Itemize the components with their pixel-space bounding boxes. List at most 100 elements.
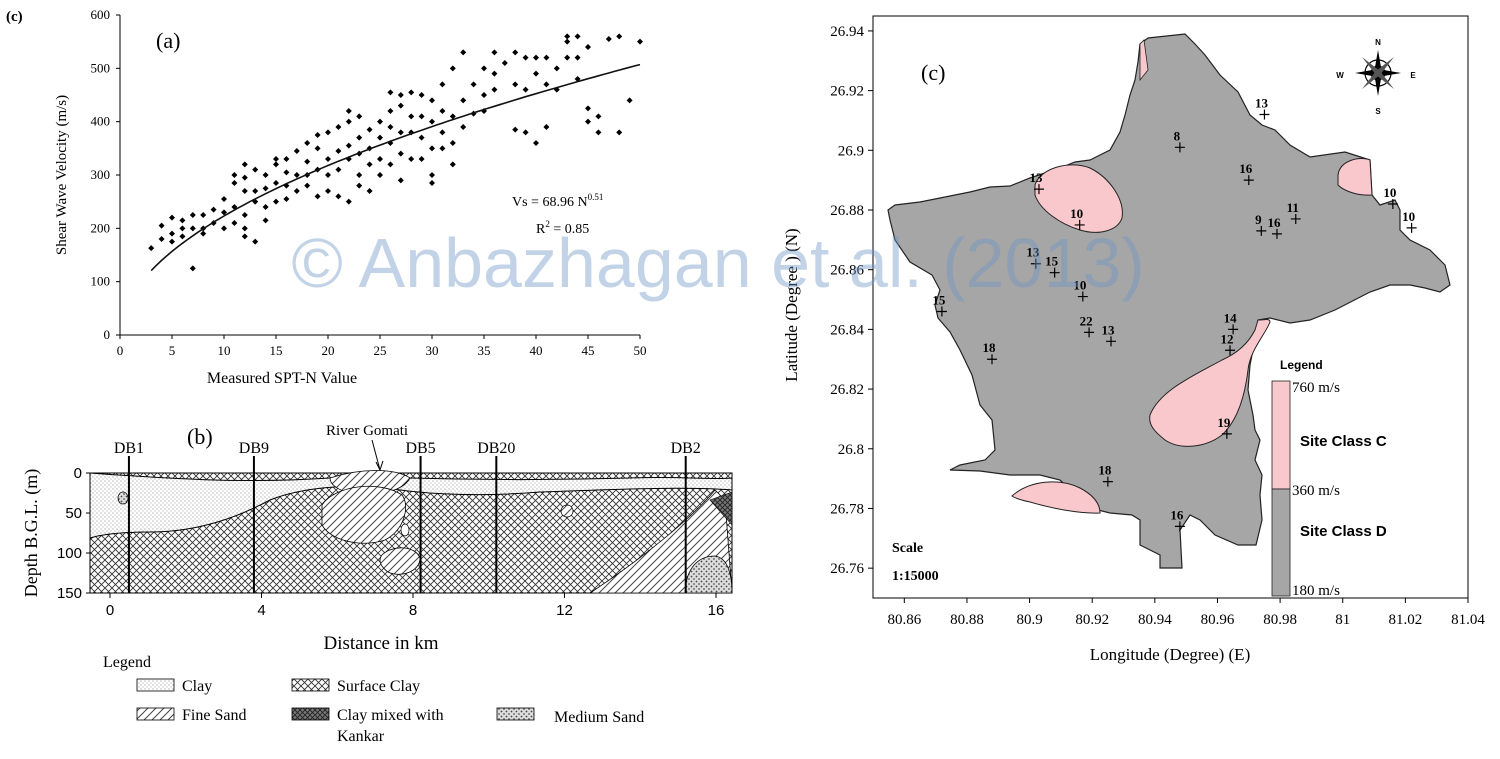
spt-point-marker xyxy=(1387,199,1398,210)
spt-point-label: 10 xyxy=(1383,185,1396,200)
scatter-point xyxy=(533,54,539,61)
spt-point-marker xyxy=(1033,184,1044,195)
scale-title: Scale xyxy=(892,541,923,556)
map-x-tick-label: 80.92 xyxy=(1075,612,1109,628)
scatter-point xyxy=(418,92,425,98)
map-x-tick-label: 80.94 xyxy=(1138,612,1172,628)
scatter-point xyxy=(408,113,415,120)
section-y-ticks: 0 50 100 150 xyxy=(57,465,90,602)
section-y-tick-label: 50 xyxy=(65,505,82,522)
scatter-point xyxy=(345,118,352,125)
spt-point-label: 9 xyxy=(1255,212,1262,227)
site-class-legend: Legend 760 m/s 360 m/s 180 m/s Site Clas… xyxy=(1271,358,1387,599)
scatter-point xyxy=(262,204,269,210)
scatter-point xyxy=(460,97,467,104)
spt-point-marker xyxy=(1077,291,1088,302)
section-x-tick-label: 16 xyxy=(708,602,725,619)
section-x-tick-label: 0 xyxy=(106,602,114,619)
scatter-point xyxy=(221,225,227,232)
colorbar-class-d xyxy=(1271,488,1291,597)
scatter-point xyxy=(189,225,196,232)
borehole-label: DB2 xyxy=(671,440,701,457)
scatter-point xyxy=(262,185,269,192)
scatter-point xyxy=(491,70,498,77)
scatter-point xyxy=(231,172,238,178)
colorbar-class-c xyxy=(1271,380,1291,490)
scatter-point xyxy=(377,134,383,141)
panel-a: (c) (a) 0 5 10 15 20 25 30 35 40 45 50 0 100 200 300 4… xyxy=(6,7,647,387)
x-tick-label: 35 xyxy=(478,343,491,358)
spt-point-label: 13 xyxy=(1255,95,1269,110)
scatter-point xyxy=(512,126,519,133)
scatter-point xyxy=(574,54,581,61)
map-y-tick-label: 26.84 xyxy=(830,322,864,338)
section-layers xyxy=(89,470,733,594)
scatter-point xyxy=(408,89,415,96)
scatter-point xyxy=(564,33,571,40)
spt-point-marker xyxy=(1074,219,1085,230)
scatter-point xyxy=(252,188,259,194)
fine-sand-lens-2 xyxy=(379,547,421,575)
scatter-point xyxy=(366,126,373,133)
scatter-point xyxy=(449,113,456,120)
scatter-point xyxy=(501,60,508,66)
scatter-point xyxy=(273,198,279,205)
scatter-point xyxy=(241,161,248,168)
scatter-point xyxy=(429,118,435,125)
map-x-tick-label: 80.88 xyxy=(950,612,984,628)
spt-point-label: 16 xyxy=(1267,215,1281,230)
scatter-point xyxy=(179,233,186,240)
scatter-point xyxy=(553,65,560,72)
scatter-point xyxy=(387,124,394,130)
scatter-point xyxy=(221,196,227,202)
scatter-point xyxy=(439,108,446,114)
section-legend-title: Legend xyxy=(103,654,151,671)
scatter-point xyxy=(605,36,612,42)
scatter-point xyxy=(189,265,196,272)
scatter-point xyxy=(626,97,633,104)
spt-point-marker xyxy=(1221,428,1232,439)
y-tick-label: 100 xyxy=(91,274,111,289)
scatter-point xyxy=(231,220,238,226)
x-tick-label: 40 xyxy=(530,343,543,358)
scatter-y-ticks: 0 100 200 300 400 500 600 xyxy=(91,7,120,342)
site-class-c-zone-5 xyxy=(1139,39,1149,82)
map-y-tick-label: 26.9 xyxy=(838,143,864,159)
scatter-point xyxy=(314,132,321,138)
scatter-point xyxy=(241,212,248,218)
legend-label-medium-sand: Medium Sand xyxy=(554,709,644,726)
spt-point-label: 15 xyxy=(1045,254,1059,269)
panel-c: (c) 13 8 16 13 10 10 10 9 16 11 13 15 15 10 14 12 22 13 18… xyxy=(782,15,1485,664)
scatter-point xyxy=(522,86,529,93)
panel-a-corner-label: (c) xyxy=(6,9,23,25)
section-y-axis-label: Depth B.G.L. (m) xyxy=(21,469,42,597)
scatter-point xyxy=(252,238,259,245)
section-x-axis-label: Distance in km xyxy=(323,633,438,654)
colorbar-top-label: 760 m/s xyxy=(1292,380,1340,396)
scatter-point xyxy=(179,217,186,224)
spt-point-label: 14 xyxy=(1224,310,1238,325)
scatter-point xyxy=(283,169,290,176)
r2-value: = 0.85 xyxy=(550,222,589,237)
fit-equation-main: Vs = 68.96 N xyxy=(512,195,588,210)
map-x-axis-label: Longitude (Degree) (E) xyxy=(1090,645,1250,664)
scatter-point xyxy=(564,54,571,61)
site-class-c-zone-4 xyxy=(1011,481,1101,514)
fit-equation: Vs = 68.96 N0.51 xyxy=(512,192,603,210)
scatter-point xyxy=(158,236,165,242)
scatter-point xyxy=(345,198,352,205)
scatter-point xyxy=(283,196,290,202)
scatter-point xyxy=(325,156,331,162)
fit-equation-exponent: 0.51 xyxy=(588,192,604,202)
panel-a-label: (a) xyxy=(156,28,180,53)
map-y-tick-label: 26.94 xyxy=(830,24,864,40)
scatter-point xyxy=(335,193,342,200)
spt-point-label: 8 xyxy=(1174,128,1181,143)
x-tick-label: 15 xyxy=(270,343,283,358)
y-tick-label: 200 xyxy=(91,220,111,235)
scatter-point xyxy=(460,49,467,56)
section-x-tick-label: 8 xyxy=(409,602,417,619)
scatter-point xyxy=(449,140,456,146)
compass-w: W xyxy=(1336,71,1344,80)
scatter-point xyxy=(356,134,363,141)
